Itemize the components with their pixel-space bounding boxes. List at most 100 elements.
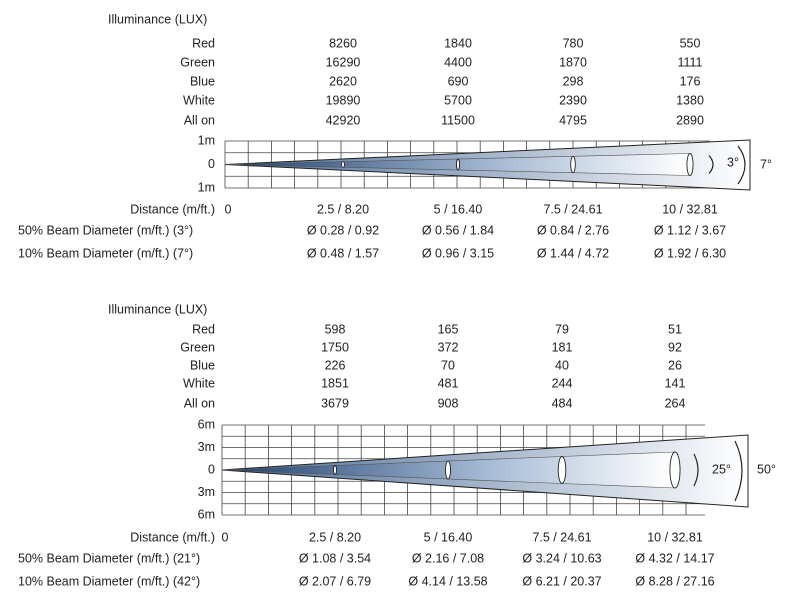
lux-value: 2620: [329, 74, 357, 88]
lux-value: 481: [438, 376, 459, 390]
beam-value: Ø 2.07 / 6.79: [299, 574, 371, 588]
row-label: Red: [192, 322, 215, 336]
lux-value: 19890: [326, 93, 361, 107]
beam-label: 50% Beam Diameter (m/ft.) (3°): [18, 223, 193, 237]
lux-value: 550: [680, 36, 701, 50]
beam-label: 10% Beam Diameter (m/ft.) (42°): [18, 574, 200, 588]
beam-value: Ø 8.28 / 27.16: [635, 574, 714, 588]
lux-value: 298: [563, 74, 584, 88]
lux-value: 141: [665, 376, 686, 390]
row-label: Green: [180, 340, 215, 354]
axis-label: 1m: [198, 133, 215, 147]
lux-value: 11500: [441, 113, 475, 127]
outer-angle-arrow: [737, 145, 746, 185]
lux-value: 40: [555, 358, 569, 372]
lux-value: 1111: [677, 55, 702, 69]
distance: 7.5 / 24.61: [532, 530, 591, 544]
lux-value: 1750: [321, 340, 349, 354]
distance: 7.5 / 24.61: [543, 202, 602, 216]
beam-section: [669, 451, 681, 489]
lux-value: 1851: [321, 376, 349, 390]
distance: 5 / 16.40: [424, 530, 473, 544]
lux-value: 165: [438, 322, 459, 336]
inner-angle-arrow: [708, 155, 714, 174]
beam-value: Ø 1.44 / 4.72: [537, 246, 609, 260]
lux-value: 5700: [444, 93, 472, 107]
distance: 5 / 16.40: [434, 202, 483, 216]
distance: 10 / 32.81: [662, 202, 718, 216]
lux-value: 3679: [321, 396, 349, 410]
axis-label: 0: [208, 462, 215, 476]
lux-value: 2390: [559, 93, 587, 107]
lux-value: 79: [555, 322, 569, 336]
inner-angle: 25°: [712, 462, 731, 476]
beam-value: Ø 4.14 / 13.58: [408, 574, 487, 588]
lux-value: 16290: [326, 55, 361, 69]
beam-value: Ø 4.32 / 14.17: [635, 551, 714, 565]
lux-value: 4400: [444, 55, 472, 69]
beam-label: 10% Beam Diameter (m/ft.) (7°): [18, 246, 193, 260]
lux-value: 70: [441, 358, 455, 372]
distance-label: Distance (m/ft.): [130, 202, 215, 216]
lux-value: 26: [668, 358, 682, 372]
beam-value: Ø 3.24 / 10.63: [522, 551, 601, 565]
outer-angle: 7°: [760, 157, 772, 171]
row-label: Red: [192, 36, 215, 50]
beam-value: Ø 1.92 / 6.30: [654, 246, 726, 260]
distance-label: Distance (m/ft.): [130, 530, 215, 544]
lux-value: 92: [668, 340, 682, 354]
beam-section: [456, 158, 460, 171]
lux-value: 1380: [676, 93, 704, 107]
beam-value: Ø 0.28 / 0.92: [307, 223, 379, 237]
axis-label: 6m: [198, 507, 215, 521]
beam-section: [570, 155, 576, 174]
row-label: Blue: [190, 358, 215, 372]
lux-value: 2890: [676, 113, 704, 127]
lux-value: 372: [438, 340, 459, 354]
beam-section: [686, 153, 694, 176]
beam-value: Ø 0.56 / 1.84: [422, 223, 494, 237]
axis-label: 1m: [198, 180, 215, 194]
lux-value: 8260: [329, 36, 357, 50]
illuminance-title: Illuminance (LUX): [108, 12, 207, 26]
axis-label: 3m: [198, 440, 215, 454]
lux-value: 51: [668, 322, 682, 336]
row-label: White: [183, 93, 215, 107]
row-label: Green: [180, 55, 215, 69]
beam-section: [341, 161, 345, 168]
distance-origin: 0: [222, 530, 229, 544]
row-label: All on: [184, 396, 215, 410]
lux-value: 484: [552, 396, 573, 410]
beam-section: [445, 460, 451, 480]
distance: 2.5 / 8.20: [317, 202, 369, 216]
illuminance-title: Illuminance (LUX): [108, 302, 207, 316]
lux-value: 1870: [559, 55, 587, 69]
lux-value: 226: [325, 358, 346, 372]
distance-origin: 0: [225, 202, 232, 216]
row-label: All on: [184, 113, 215, 127]
inner-angle-arrow: [693, 453, 699, 487]
lux-value: 1840: [444, 36, 472, 50]
row-label: Blue: [190, 74, 215, 88]
axis-label: 3m: [198, 485, 215, 499]
lux-value: 181: [552, 340, 573, 354]
outer-angle: 50°: [757, 462, 776, 476]
beam-value: Ø 0.84 / 2.76: [537, 223, 609, 237]
lux-value: 690: [448, 74, 469, 88]
beam-section: [333, 465, 337, 475]
lux-value: 244: [552, 376, 573, 390]
row-label: White: [183, 376, 215, 390]
lux-value: 264: [665, 396, 686, 410]
beam-value: Ø 6.21 / 20.37: [522, 574, 601, 588]
axis-label: 6m: [198, 417, 215, 431]
distance: 10 / 32.81: [647, 530, 703, 544]
beam-value: Ø 0.96 / 3.15: [422, 246, 494, 260]
axis-label: 0: [208, 157, 215, 171]
lux-value: 598: [325, 322, 346, 336]
lux-value: 4795: [559, 113, 587, 127]
beam-section: [557, 456, 567, 484]
lux-value: 780: [563, 36, 584, 50]
beam-value: Ø 2.16 / 7.08: [412, 551, 484, 565]
lux-value: 908: [438, 396, 459, 410]
